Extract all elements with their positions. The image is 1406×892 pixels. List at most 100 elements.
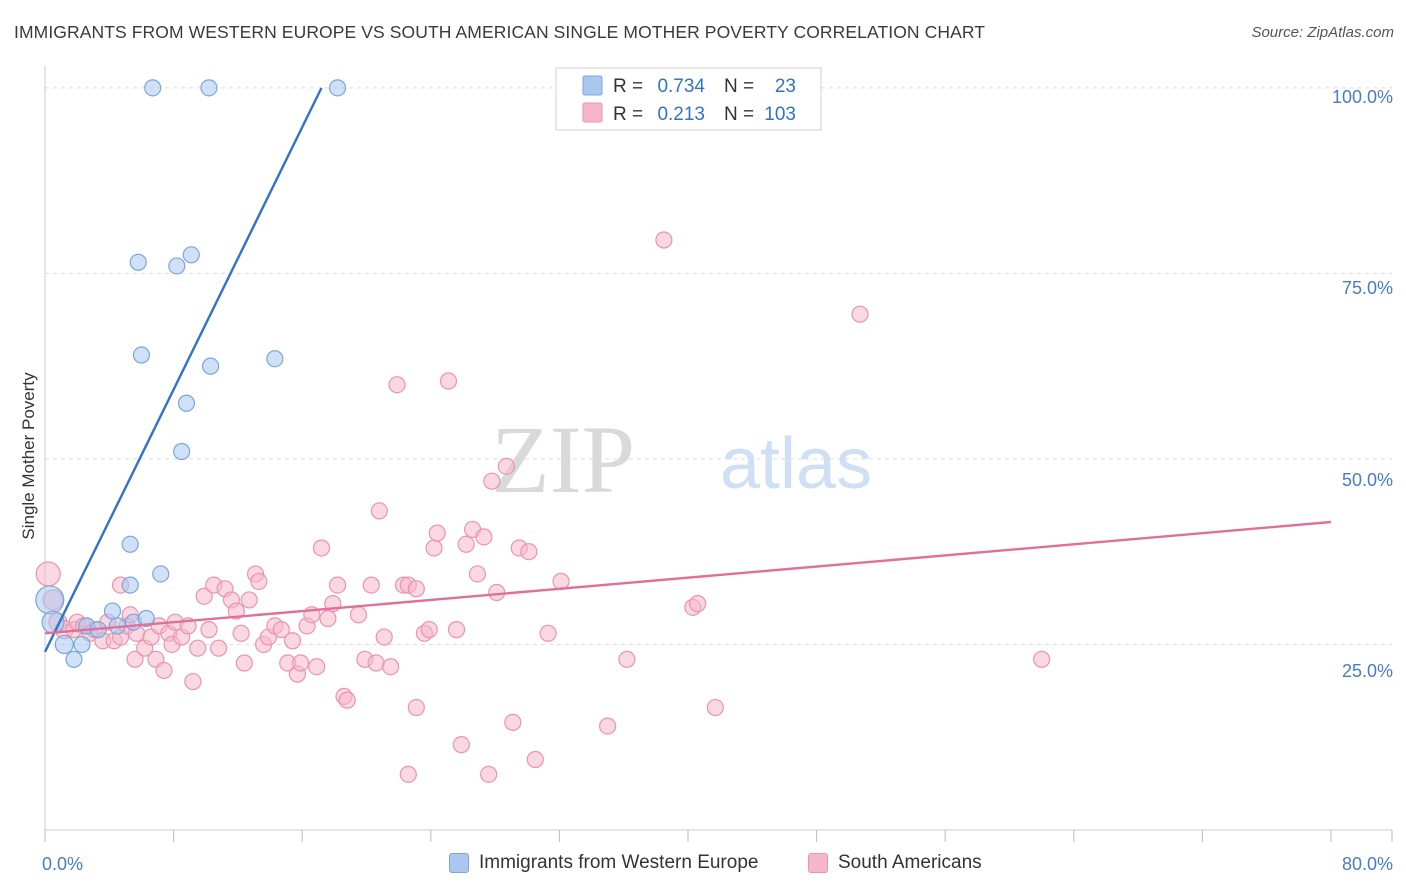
point-pink-17 xyxy=(126,650,144,668)
point-pink-81 xyxy=(468,565,487,583)
point-blue-11 xyxy=(121,576,139,594)
point-blue-19 xyxy=(177,394,196,412)
point-pink-38 xyxy=(235,654,253,672)
stats-legend-swatch-pink xyxy=(582,102,603,123)
point-pink-83 xyxy=(480,765,498,783)
stats-n-value-pink: 103 xyxy=(764,104,796,125)
point-blue-21 xyxy=(266,350,284,368)
stats-legend: R = 0.734 N = 23 R = 0.213 N = 103 xyxy=(555,67,822,131)
point-pink-79 xyxy=(457,535,475,553)
point-blue-7 xyxy=(103,602,122,620)
point-pink-37 xyxy=(232,624,250,642)
point-pink-49 xyxy=(291,654,310,672)
point-pink-52 xyxy=(308,658,326,676)
point-pink-65 xyxy=(382,658,400,676)
watermark-atlas: atlas xyxy=(720,424,872,504)
point-pink-54 xyxy=(319,609,337,628)
point-pink-100 xyxy=(1033,650,1051,668)
point-blue-18 xyxy=(173,442,191,461)
point-pink-86 xyxy=(497,457,515,475)
point-pink-0 xyxy=(35,561,61,587)
point-pink-94 xyxy=(618,650,636,668)
point-pink-90 xyxy=(526,750,544,769)
y-tick-label-75: 75.0% xyxy=(1342,278,1393,298)
point-pink-33 xyxy=(210,639,228,657)
point-pink-66 xyxy=(388,376,406,394)
point-pink-22 xyxy=(155,661,173,680)
legend-swatch-blue xyxy=(449,853,469,873)
point-pink-98 xyxy=(706,698,724,717)
point-pink-99 xyxy=(851,305,869,323)
point-pink-39 xyxy=(240,591,258,609)
point-pink-56 xyxy=(328,576,347,594)
point-pink-97 xyxy=(689,595,707,613)
point-pink-89 xyxy=(520,543,538,561)
point-pink-70 xyxy=(399,765,417,783)
point-blue-14 xyxy=(132,346,151,364)
point-pink-71 xyxy=(407,698,425,717)
legend-swatch-pink xyxy=(808,853,828,873)
point-blue-3 xyxy=(65,650,83,668)
point-blue-13 xyxy=(152,565,170,583)
legend-item-western-europe[interactable]: Immigrants from Western Europe xyxy=(449,852,758,874)
stats-legend-swatch-blue xyxy=(582,75,603,96)
point-pink-62 xyxy=(367,654,385,672)
stats-r-label-blue: R = xyxy=(613,76,643,97)
point-pink-31 xyxy=(200,621,218,639)
point-pink-73 xyxy=(420,621,438,639)
axis-layer xyxy=(44,66,1393,842)
point-pink-74 xyxy=(425,539,443,557)
point-blue-9 xyxy=(121,535,139,553)
point-blue-24 xyxy=(328,79,347,97)
point-pink-41 xyxy=(250,572,268,590)
legend-label-south-americans: South Americans xyxy=(838,852,982,873)
y-axis-label: Single Mother Poverty xyxy=(19,372,38,540)
stats-r-value-pink: 0.213 xyxy=(657,104,705,125)
point-pink-45 xyxy=(272,621,290,639)
point-pink-85 xyxy=(488,583,506,602)
point-blue-15 xyxy=(129,253,147,271)
point-pink-64 xyxy=(375,628,393,646)
point-pink-84 xyxy=(483,472,501,490)
point-blue-17 xyxy=(182,246,200,264)
point-blue-0 xyxy=(35,585,65,615)
y-tick-label-25: 25.0% xyxy=(1342,661,1393,681)
legend-label-western-europe: Immigrants from Western Europe xyxy=(479,852,759,873)
point-pink-63 xyxy=(370,502,388,520)
point-pink-28 xyxy=(184,672,202,691)
trend-lines xyxy=(43,87,1332,653)
point-blue-2 xyxy=(54,634,74,655)
point-pink-95 xyxy=(655,231,673,249)
point-pink-53 xyxy=(312,539,331,557)
point-blue-23 xyxy=(200,79,218,97)
watermark-zip: ZIP xyxy=(491,406,635,513)
grid-layer xyxy=(45,87,1392,645)
point-pink-87 xyxy=(504,713,522,731)
point-pink-75 xyxy=(428,524,446,542)
series-south-americans xyxy=(35,231,1051,783)
point-pink-69 xyxy=(407,580,425,598)
y-tick-label-100: 100.0% xyxy=(1332,87,1393,107)
point-pink-77 xyxy=(447,621,466,639)
point-pink-91 xyxy=(539,624,557,642)
legend-item-south-americans[interactable]: South Americans xyxy=(808,852,982,874)
point-blue-12 xyxy=(137,609,155,628)
stats-r-label-pink: R = xyxy=(613,104,643,125)
point-pink-47 xyxy=(283,632,302,650)
point-pink-76 xyxy=(439,372,458,390)
point-blue-16 xyxy=(168,257,186,275)
point-blue-4 xyxy=(73,635,91,654)
watermark: ZIP atlas xyxy=(491,406,872,513)
chart-title: IMMIGRANTS FROM WESTERN EUROPE VS SOUTH … xyxy=(14,22,986,42)
stats-r-value-blue: 0.734 xyxy=(657,76,705,97)
trend-line-blue xyxy=(43,87,323,653)
point-pink-93 xyxy=(599,717,617,735)
point-pink-30 xyxy=(195,587,213,605)
stats-n-label-blue: N = xyxy=(724,76,754,97)
x-tick-label-max: 80.0% xyxy=(1342,854,1393,874)
point-blue-22 xyxy=(144,79,162,97)
y-tick-label-50: 50.0% xyxy=(1342,470,1393,490)
point-pink-58 xyxy=(338,691,356,709)
point-pink-82 xyxy=(475,528,493,546)
